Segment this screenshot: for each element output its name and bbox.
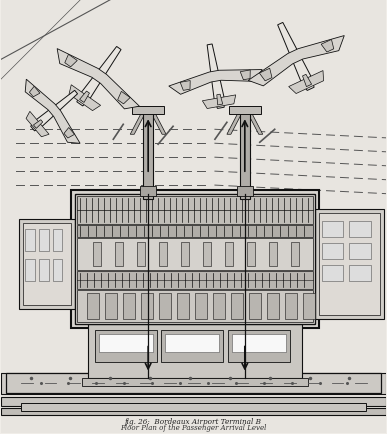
Polygon shape [207, 45, 224, 109]
Bar [303, 293, 315, 319]
Bar [177, 293, 189, 319]
Bar [229, 107, 261, 115]
Bar [77, 197, 313, 224]
Bar [249, 293, 261, 319]
Polygon shape [248, 36, 344, 87]
Bar [77, 290, 313, 322]
Polygon shape [64, 128, 75, 139]
Polygon shape [321, 40, 334, 53]
Bar [319, 214, 380, 315]
Bar [22, 224, 72, 305]
Bar [349, 243, 372, 259]
Bar [285, 293, 296, 319]
Bar [213, 293, 225, 319]
Bar [88, 324, 301, 378]
Bar [95, 330, 157, 362]
Bar [77, 271, 313, 289]
Bar [140, 187, 156, 197]
Polygon shape [25, 80, 80, 144]
Polygon shape [149, 110, 166, 135]
Bar [232, 334, 286, 352]
Polygon shape [118, 92, 130, 105]
Bar [19, 220, 75, 309]
Bar [82, 378, 308, 387]
Bar [143, 110, 153, 200]
Text: fig. 26:  Bordeaux Airport Terminal B: fig. 26: Bordeaux Airport Terminal B [125, 418, 262, 425]
Bar [269, 242, 277, 266]
Polygon shape [33, 121, 43, 129]
Bar [53, 230, 62, 251]
Polygon shape [277, 23, 314, 91]
Polygon shape [169, 70, 262, 95]
Bar [161, 330, 223, 362]
Bar [225, 242, 233, 266]
Bar [25, 230, 34, 251]
Bar [181, 242, 189, 266]
Bar [72, 191, 319, 328]
Bar [39, 259, 48, 281]
Bar [322, 243, 343, 259]
Bar [349, 221, 372, 237]
Polygon shape [217, 95, 223, 106]
Polygon shape [31, 91, 77, 132]
Polygon shape [259, 69, 272, 82]
Polygon shape [69, 85, 101, 112]
Polygon shape [29, 87, 40, 98]
Bar [203, 242, 211, 266]
Polygon shape [289, 71, 324, 94]
Bar [105, 293, 117, 319]
Bar [141, 293, 153, 319]
Bar [315, 210, 384, 319]
Bar [77, 225, 313, 237]
Bar [291, 242, 299, 266]
Bar [21, 404, 366, 411]
Bar [1, 398, 386, 407]
Bar [247, 242, 255, 266]
Bar [87, 293, 99, 319]
Bar [1, 373, 386, 395]
Bar [165, 334, 219, 352]
Polygon shape [26, 112, 49, 138]
Polygon shape [202, 95, 236, 109]
Bar [132, 107, 164, 115]
Text: Floor Plan of the Passenger Arrival Level: Floor Plan of the Passenger Arrival Leve… [120, 423, 266, 431]
Bar [159, 242, 167, 266]
Bar [159, 293, 171, 319]
Polygon shape [77, 47, 121, 107]
Bar [349, 265, 372, 281]
Bar [123, 293, 135, 319]
Bar [6, 374, 381, 394]
Bar [322, 265, 343, 281]
Polygon shape [180, 81, 190, 91]
Bar [195, 293, 207, 319]
Bar [137, 242, 145, 266]
Polygon shape [57, 49, 139, 110]
Polygon shape [227, 110, 244, 135]
Bar [231, 293, 243, 319]
Bar [240, 110, 250, 200]
Bar [322, 221, 343, 237]
Bar [25, 259, 34, 281]
Polygon shape [80, 92, 89, 103]
Polygon shape [246, 110, 263, 135]
Polygon shape [65, 55, 77, 68]
Polygon shape [240, 71, 250, 81]
Bar [53, 259, 62, 281]
Bar [237, 187, 253, 197]
Bar [75, 194, 315, 324]
Bar [228, 330, 289, 362]
Polygon shape [303, 75, 312, 87]
Bar [267, 293, 279, 319]
Bar [1, 408, 386, 415]
Bar [93, 242, 101, 266]
Bar [99, 334, 153, 352]
Polygon shape [130, 110, 147, 135]
Bar [115, 242, 123, 266]
Bar [39, 230, 48, 251]
Bar [77, 238, 313, 270]
